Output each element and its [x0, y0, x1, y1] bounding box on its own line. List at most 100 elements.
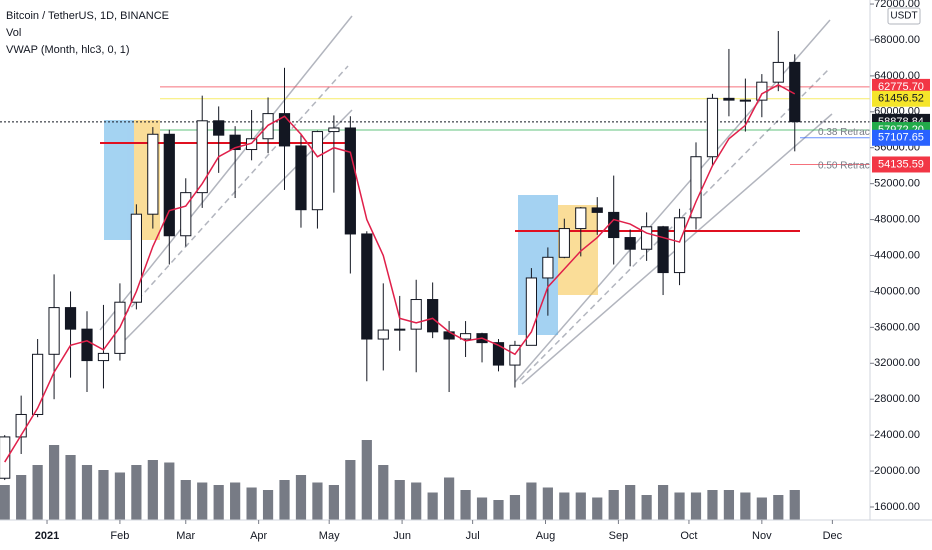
candle-body	[591, 207, 603, 213]
candle-body	[525, 277, 538, 346]
price-tag	[872, 129, 930, 146]
volume-bar	[98, 470, 109, 520]
volume-bar	[542, 487, 553, 520]
x-tick-label: Sep	[609, 530, 629, 542]
candle-body	[706, 97, 719, 158]
volume-bar	[773, 495, 784, 520]
volume-bar	[0, 485, 10, 520]
volume-bar	[476, 497, 488, 520]
volume-bar	[723, 490, 735, 520]
volume-bar	[756, 497, 767, 520]
candle-body	[427, 299, 439, 333]
volume-bar	[295, 475, 307, 520]
candle-body	[575, 207, 587, 230]
candle-body	[657, 226, 669, 274]
candle-body	[789, 61, 801, 123]
y-tick-label: 72000.00	[874, 0, 920, 10]
candle-body	[509, 344, 521, 366]
volume-bar	[131, 465, 142, 520]
y-tick-label: 40000.00	[874, 285, 920, 297]
candle-body	[213, 120, 225, 136]
x-tick-label: 2021	[35, 530, 59, 542]
volume-bar	[114, 472, 126, 520]
fib-label: 0.38 Retrace	[818, 127, 876, 138]
indicator-label: VWAP (Month, hlc3, 0, 1)	[6, 44, 130, 56]
x-tick-label: Aug	[536, 530, 556, 542]
x-tick-label: Jul	[466, 530, 480, 542]
candle-body	[690, 156, 702, 219]
candle-body	[229, 134, 241, 151]
candle-body	[344, 127, 356, 235]
candle-body	[278, 113, 291, 147]
volume-bar	[230, 482, 241, 520]
candle-body	[443, 331, 455, 340]
volume-bar	[740, 492, 751, 520]
price-tag-label: 62775.70	[878, 81, 924, 93]
volume-bar	[81, 465, 93, 520]
volume-bar	[246, 487, 257, 520]
volume-bar	[559, 492, 570, 520]
candle-body	[673, 217, 686, 274]
volume-bar	[625, 485, 636, 520]
channel-line	[519, 67, 831, 381]
x-tick-label: May	[319, 530, 340, 542]
volume-bar	[48, 445, 60, 520]
candle-body	[0, 436, 11, 479]
volume-bar	[493, 500, 504, 520]
candle-body	[624, 237, 636, 250]
chart-title: Bitcoin / TetherUS, 1D, BINANCE	[6, 10, 169, 22]
candle-body	[97, 352, 110, 362]
volume-bar	[180, 480, 191, 520]
candle-body	[542, 256, 554, 279]
x-tick-label: Feb	[110, 530, 129, 542]
candle-body	[311, 131, 324, 211]
volume-bar	[411, 482, 422, 520]
x-tick-label: Mar	[176, 530, 195, 542]
candle-body	[492, 342, 505, 366]
y-tick-label: 44000.00	[874, 249, 920, 261]
volume-bar	[328, 485, 339, 520]
volume-bar	[509, 495, 521, 520]
volume-bar	[262, 490, 274, 520]
volume-bar	[197, 482, 208, 520]
volume-bar	[789, 490, 800, 520]
candle-body	[558, 228, 570, 258]
volume-bar	[641, 495, 652, 520]
candle-body	[130, 213, 142, 303]
candle-body	[81, 328, 93, 362]
volume-bar	[65, 455, 76, 520]
y-tick-label: 48000.00	[874, 213, 920, 225]
candle-body	[15, 413, 27, 438]
candle-body	[147, 133, 159, 215]
candle-body	[180, 192, 192, 237]
price-tag	[872, 90, 930, 107]
y-tick-label: 36000.00	[874, 321, 920, 333]
y-tick-label: 16000.00	[874, 501, 920, 513]
candle-body	[641, 226, 653, 250]
volume-bar	[460, 490, 471, 520]
candle-body	[410, 299, 422, 330]
y-tick-label: 28000.00	[874, 393, 920, 405]
price-tag-label: 57107.65	[878, 132, 924, 144]
currency-label: USDT	[890, 11, 917, 22]
y-tick-label: 68000.00	[874, 34, 920, 46]
x-tick-label: Oct	[680, 530, 697, 542]
x-tick-label: Nov	[752, 530, 772, 542]
candle-body	[163, 133, 175, 237]
volume-bar	[312, 482, 323, 520]
candle-body	[739, 99, 751, 102]
x-tick-label: Apr	[250, 530, 267, 542]
candle-body	[32, 353, 44, 415]
candle-body	[394, 328, 406, 331]
volume-bar	[213, 485, 224, 520]
volume-bar	[378, 465, 389, 520]
volume-bar	[279, 480, 290, 520]
y-tick-label: 52000.00	[874, 178, 920, 190]
volume-bar	[361, 440, 372, 520]
volume-bar	[345, 460, 356, 520]
volume-bar	[674, 492, 685, 520]
candle-body	[328, 127, 340, 133]
candle-body	[64, 307, 77, 330]
vwap-line	[4, 84, 796, 463]
volume-bar	[394, 480, 405, 520]
